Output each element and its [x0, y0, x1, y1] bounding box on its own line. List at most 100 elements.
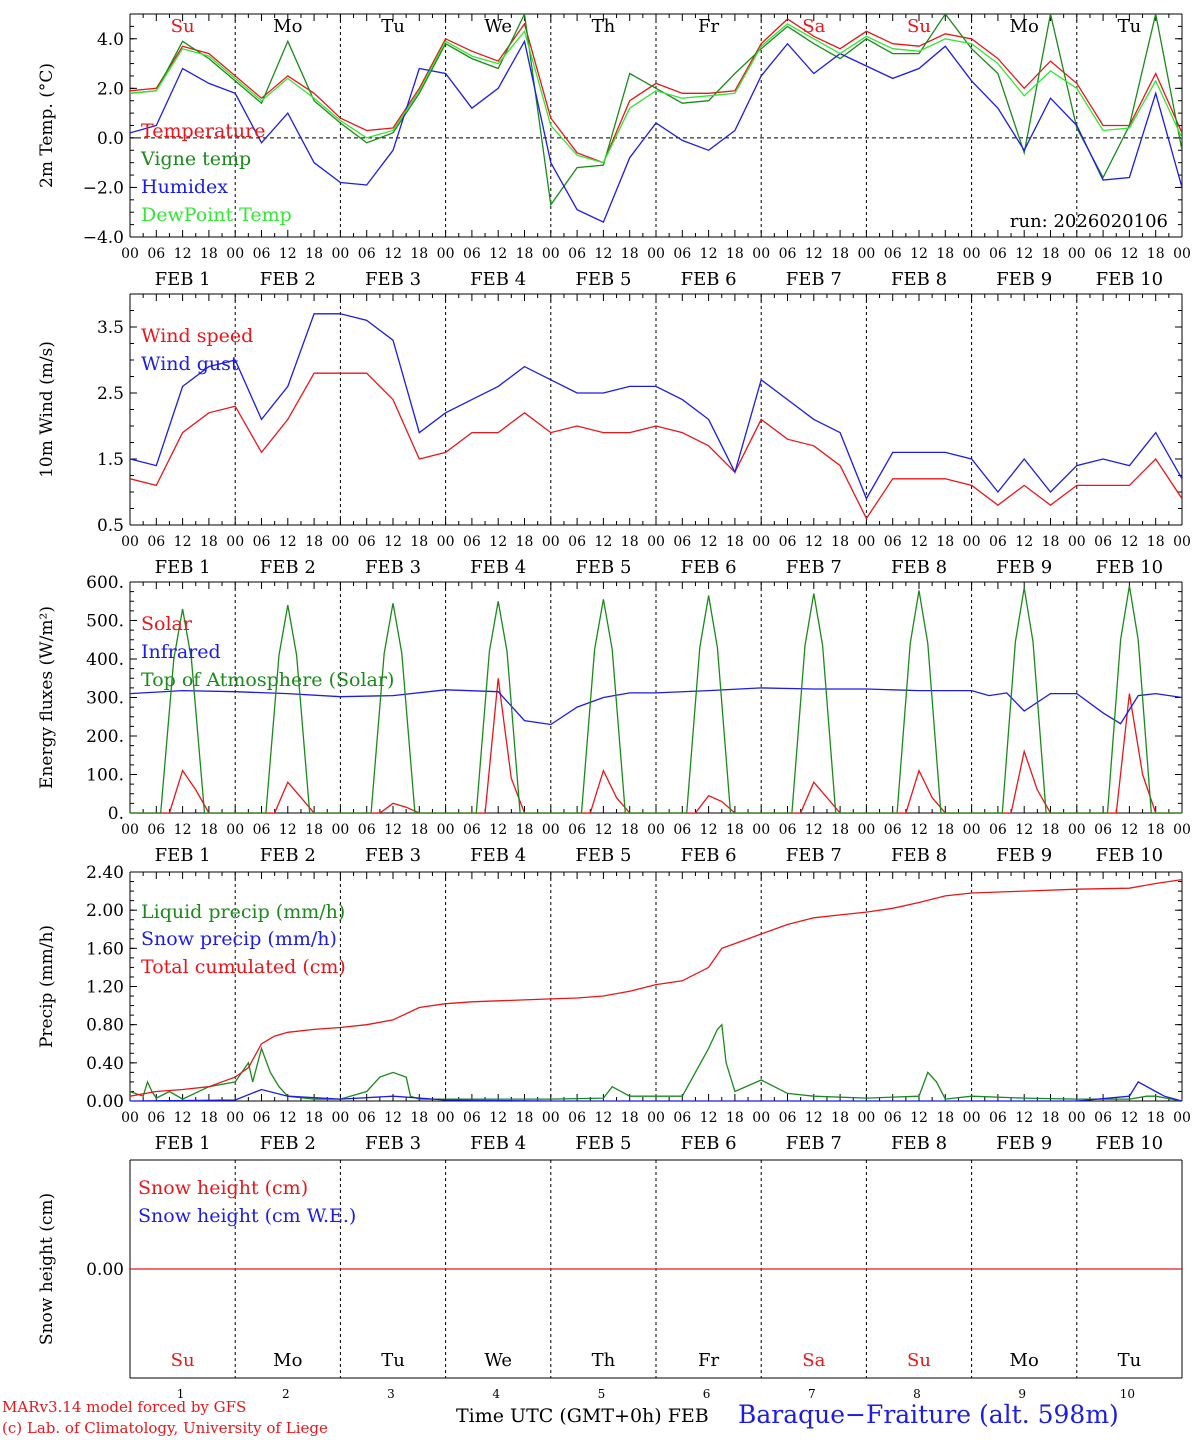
y-axis-label: 10m Wind (m/s)	[37, 341, 57, 478]
x-hour-label: 12	[805, 246, 823, 262]
series-line-solar	[130, 678, 1182, 813]
x-hour-label: 06	[253, 822, 271, 838]
x-hour-label: 12	[594, 1110, 612, 1126]
y-tick-label: −4.0	[83, 228, 124, 248]
x-hour-label: 12	[910, 246, 928, 262]
day-number-bottom: 2	[282, 1387, 290, 1401]
x-hour-label: 00	[331, 246, 349, 262]
x-hour-label: 12	[805, 822, 823, 838]
x-date-label: FEB 4	[470, 1133, 526, 1154]
day-label-top: Tu	[1118, 16, 1142, 37]
y-tick-label: 200.	[86, 727, 124, 747]
x-hour-label: 18	[1042, 822, 1060, 838]
legend-entry: Wind gust	[141, 353, 239, 375]
x-hour-label: 00	[647, 534, 665, 550]
x-hour-label: 12	[594, 246, 612, 262]
x-hour-label: 06	[1094, 822, 1112, 838]
x-hour-label: 06	[147, 822, 165, 838]
station-title: Baraque−Fraiture (alt. 598m)	[738, 1400, 1119, 1429]
x-hour-label: 12	[1015, 1110, 1033, 1126]
x-hour-label: 00	[437, 534, 455, 550]
y-tick-label: 2.0	[97, 79, 124, 99]
x-hour-label: 00	[437, 246, 455, 262]
x-date-label: FEB 4	[470, 269, 526, 290]
x-date-label: FEB 5	[575, 557, 631, 578]
x-date-label: FEB 7	[786, 557, 842, 578]
day-number-bottom: 3	[387, 1387, 395, 1401]
x-date-label: FEB 8	[891, 845, 947, 866]
x-date-label: FEB 10	[1096, 1133, 1163, 1154]
x-hour-label: 06	[779, 1110, 797, 1126]
x-date-label: FEB 1	[155, 269, 211, 290]
y-tick-label: 0.00	[86, 1260, 124, 1280]
x-hour-label: 06	[673, 246, 691, 262]
y-tick-label: 0.40	[86, 1054, 124, 1074]
y-tick-label: 600.	[86, 573, 124, 593]
day-number-bottom: 5	[598, 1387, 606, 1401]
y-tick-label: 1.60	[86, 939, 124, 959]
x-hour-label: 18	[726, 246, 744, 262]
x-hour-label: 06	[568, 246, 586, 262]
legend-entry: Snow height (cm)	[138, 1177, 308, 1199]
x-hour-label: 00	[331, 534, 349, 550]
x-hour-label: 00	[963, 246, 981, 262]
x-hour-label: 12	[805, 1110, 823, 1126]
x-hour-label: 12	[1120, 534, 1138, 550]
x-hour-label: 06	[147, 1110, 165, 1126]
series-line-wind-gust	[130, 313, 1182, 501]
x-hour-label: 12	[489, 1110, 507, 1126]
x-hour-label: 18	[831, 246, 849, 262]
x-date-label: FEB 10	[1096, 845, 1163, 866]
legend-entry: DewPoint Temp	[141, 204, 292, 226]
day-number-bottom: 1	[177, 1387, 185, 1401]
x-hour-label: 06	[1094, 534, 1112, 550]
x-hour-label: 12	[279, 534, 297, 550]
x-hour-label: 12	[700, 1110, 718, 1126]
x-hour-label: 00	[857, 1110, 875, 1126]
x-date-label: FEB 7	[786, 269, 842, 290]
x-hour-label: 06	[147, 246, 165, 262]
x-date-label: FEB 8	[891, 269, 947, 290]
y-tick-label: 400.	[86, 650, 124, 670]
day-number-bottom: 6	[703, 1387, 711, 1401]
x-hour-label: 00	[542, 246, 560, 262]
x-hour-label: 12	[279, 246, 297, 262]
x-hour-label: 18	[621, 534, 639, 550]
x-hour-label: 18	[936, 822, 954, 838]
x-hour-label: 06	[358, 246, 376, 262]
x-hour-label: 18	[1147, 1110, 1165, 1126]
day-number-bottom: 7	[808, 1387, 816, 1401]
x-hour-label: 06	[1094, 1110, 1112, 1126]
x-hour-label: 12	[384, 246, 402, 262]
x-hour-label: 12	[700, 246, 718, 262]
x-hour-label: 06	[673, 534, 691, 550]
panel-4: 0.00 0.40 0.80 1.20 1.60 2.00 2.40 Precip (mm/h…	[37, 863, 1191, 1154]
y-axis-label: 2m Temp. (°C)	[37, 63, 57, 188]
x-hour-label: 12	[1120, 246, 1138, 262]
x-date-label: FEB 4	[470, 557, 526, 578]
y-axis-label: Precip (mm/h)	[37, 925, 57, 1048]
x-date-label: FEB 9	[996, 557, 1052, 578]
x-hour-label: 18	[305, 246, 323, 262]
x-hour-label: 18	[621, 246, 639, 262]
day-label-top: Th	[592, 16, 616, 37]
x-hour-label: 12	[910, 534, 928, 550]
x-hour-label: 00	[1068, 246, 1086, 262]
day-label-top: Mo	[273, 16, 302, 37]
day-label-bottom: Su	[171, 1350, 195, 1371]
legend-entry: Total cumulated (cm)	[141, 956, 346, 978]
x-hour-label: 06	[568, 822, 586, 838]
y-tick-label: 2.40	[86, 863, 124, 883]
x-hour-label: 06	[779, 246, 797, 262]
x-hour-label: 06	[463, 246, 481, 262]
x-date-label: FEB 1	[155, 557, 211, 578]
x-hour-label: 00	[121, 246, 139, 262]
series-line-total-cumulated-cm-	[130, 878, 1182, 1097]
x-hour-label: 18	[516, 822, 534, 838]
x-hour-label: 00	[1173, 822, 1191, 838]
day-label-bottom: Tu	[381, 1350, 405, 1371]
y-tick-label: −2.0	[83, 178, 124, 198]
x-hour-label: 00	[1173, 1110, 1191, 1126]
x-hour-label: 18	[410, 1110, 428, 1126]
x-hour-label: 00	[752, 246, 770, 262]
